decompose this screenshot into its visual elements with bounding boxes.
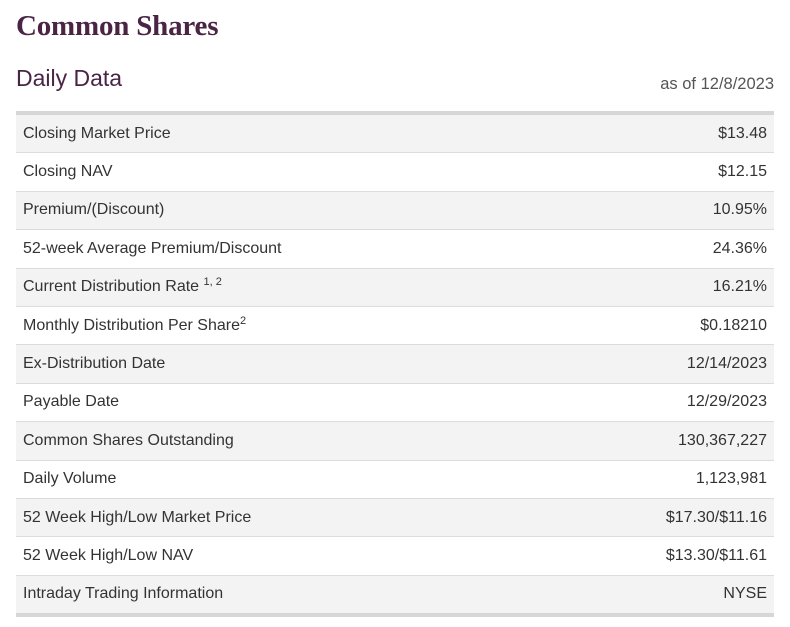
row-label: Intraday Trading Information (23, 585, 224, 603)
row-value: $13.48 (718, 124, 767, 142)
row-value: $13.30/$11.61 (665, 546, 767, 564)
row-label: 52 Week High/Low NAV (23, 546, 194, 564)
row-label: Monthly Distribution Per Share2 (23, 314, 247, 334)
row-label: Payable Date (23, 393, 120, 411)
row-label: Daily Volume (23, 470, 117, 488)
table-row: 52-week Average Premium/Discount 24.36% (16, 230, 774, 269)
row-label: Premium/(Discount) (23, 201, 165, 219)
row-value: 24.36% (712, 239, 767, 257)
row-value: 16.21% (712, 278, 767, 296)
row-value: $17.30/$11.16 (665, 508, 767, 526)
row-value: 130,367,227 (678, 431, 767, 449)
row-label: Current Distribution Rate 1, 2 (23, 276, 222, 296)
row-value: 12/29/2023 (686, 393, 767, 411)
table-row: Current Distribution Rate 1, 2 16.21% (16, 268, 774, 307)
row-label: 52 Week High/Low Market Price (23, 508, 252, 526)
row-value: 1,123,981 (695, 470, 767, 488)
row-value: $0.18210 (700, 316, 767, 334)
row-label: Closing NAV (23, 163, 113, 181)
daily-data-table: Closing Market Price $13.48 Closing NAV … (16, 111, 774, 618)
row-value: 10.95% (712, 201, 767, 219)
table-row: Payable Date 12/29/2023 (16, 383, 774, 423)
table-row: Common Shares Outstanding 130,367,227 (16, 422, 774, 461)
table-row: Monthly Distribution Per Share2 $0.18210 (16, 306, 774, 346)
row-label: Closing Market Price (23, 124, 171, 142)
row-value: 12/14/2023 (686, 355, 767, 373)
table-row: Daily Volume 1,123,981 (16, 460, 774, 499)
table-row: Ex-Distribution Date 12/14/2023 (16, 345, 774, 384)
page-title: Common Shares (16, 10, 219, 42)
as-of-date: as of 12/8/2023 (660, 75, 774, 93)
row-value: NYSE (723, 585, 767, 603)
footnote-marker[interactable]: 1, 2 (203, 276, 222, 289)
row-label: Common Shares Outstanding (23, 431, 234, 449)
table-row: Closing NAV $12.15 (16, 153, 774, 192)
row-value: $12.15 (718, 163, 767, 181)
table-row: 52 Week High/Low Market Price $17.30/$11… (16, 498, 774, 538)
table-row: Intraday Trading Information NYSE (16, 575, 774, 614)
footnote-marker[interactable]: 2 (239, 314, 247, 327)
row-label: Ex-Distribution Date (23, 355, 166, 373)
table-row: Premium/(Discount) 10.95% (16, 191, 774, 231)
table-row: 52 Week High/Low NAV $13.30/$11.61 (16, 537, 774, 576)
row-label: 52-week Average Premium/Discount (23, 239, 282, 257)
section-title: Daily Data (16, 65, 123, 91)
table-row: Closing Market Price $13.48 (16, 115, 774, 154)
